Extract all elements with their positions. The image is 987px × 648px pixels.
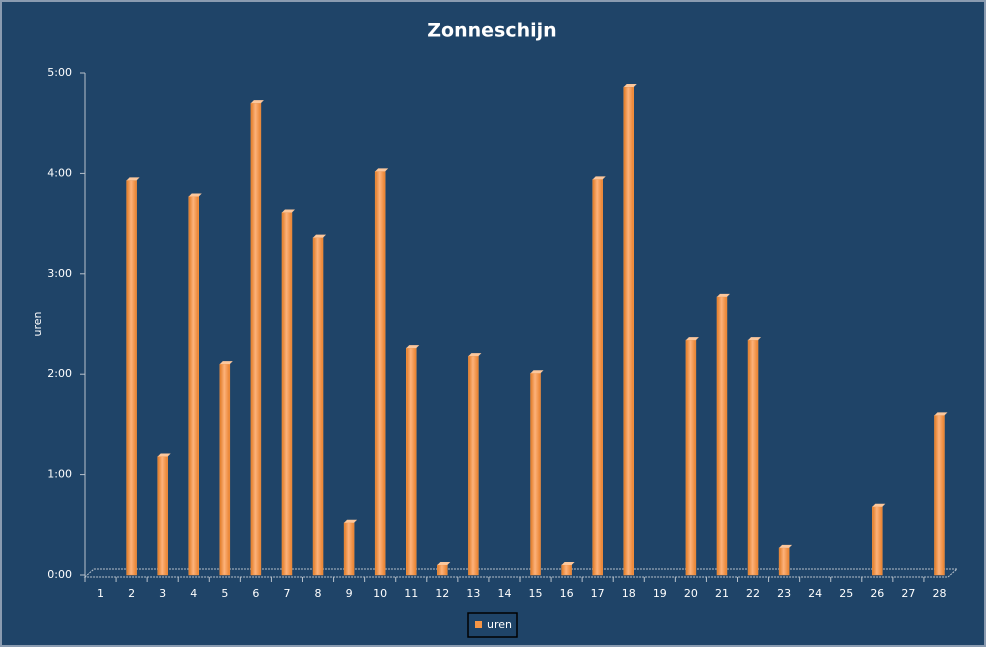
x-tick-label: 14 (497, 587, 511, 600)
bar (716, 296, 728, 576)
bar (592, 179, 603, 576)
bar-top (126, 177, 140, 181)
bar-top (592, 176, 606, 180)
x-tick-label: 6 (252, 587, 259, 600)
x-tick-label: 15 (529, 587, 543, 600)
bar-top (437, 561, 451, 565)
x-tick-label: 1 (97, 587, 104, 600)
bar-top (561, 561, 575, 565)
x-tick-label: 2 (128, 587, 135, 600)
bar-top (530, 370, 544, 374)
x-tick-label: 21 (715, 587, 729, 600)
bar-top (188, 193, 202, 197)
bar (561, 564, 572, 576)
bar-top (344, 519, 358, 523)
y-tick-label: 3:00 (47, 267, 72, 280)
bar (623, 86, 634, 576)
x-tick-label: 22 (746, 587, 760, 600)
bar-top (219, 361, 233, 365)
bar-top (716, 293, 730, 297)
bar (468, 355, 479, 576)
x-tick-label: 16 (560, 587, 574, 600)
bar (437, 564, 448, 576)
y-tick-label: 4:00 (47, 166, 72, 179)
x-tick-label: 4 (190, 587, 197, 600)
floor (83, 568, 959, 578)
x-tick-label: 8 (315, 587, 322, 600)
bar-top (934, 412, 948, 416)
x-tick-label: 25 (839, 587, 853, 600)
bar-top (250, 100, 264, 104)
bar-top (406, 345, 420, 349)
bar (219, 363, 231, 576)
x-tick-label: 19 (653, 587, 667, 600)
bar (872, 506, 883, 576)
bar-top (685, 337, 699, 341)
bar-top (872, 503, 886, 507)
bar (934, 415, 945, 576)
bar (126, 180, 137, 576)
x-tick-label: 7 (283, 587, 290, 600)
bar-top (748, 337, 762, 341)
legend-label: uren (487, 618, 512, 631)
y-tick-label: 1:00 (47, 468, 72, 481)
y-tick-label: 2:00 (47, 367, 72, 380)
x-tick-label: 10 (373, 587, 387, 600)
x-tick-label: 27 (901, 587, 915, 600)
x-tick-label: 28 (932, 587, 946, 600)
bar-top (779, 544, 793, 548)
bar-top (313, 234, 327, 238)
x-tick-label: 9 (346, 587, 353, 600)
x-tick-label: 17 (591, 587, 605, 600)
bar (530, 372, 541, 576)
bar-top (375, 168, 389, 172)
bar (374, 171, 386, 576)
bar-top (468, 353, 482, 357)
bar (157, 456, 168, 576)
x-tick-label: 24 (808, 587, 822, 600)
bar (343, 522, 355, 576)
bar (281, 212, 293, 576)
y-axis-label: uren (31, 311, 44, 336)
x-tick-label: 5 (221, 587, 228, 600)
bar (406, 347, 417, 576)
x-tick-label: 26 (870, 587, 884, 600)
bar (778, 547, 790, 576)
bar-top (157, 453, 171, 457)
bar (250, 102, 262, 576)
bar-top (281, 209, 295, 213)
x-tick-label: 13 (466, 587, 480, 600)
y-tick-label: 5:00 (47, 66, 72, 79)
x-tick-label: 18 (622, 587, 636, 600)
y-tick-label: 0:00 (47, 568, 72, 581)
x-tick-label: 23 (777, 587, 791, 600)
x-tick-label: 11 (404, 587, 418, 600)
x-tick-label: 3 (159, 587, 166, 600)
bar (747, 339, 759, 576)
x-tick-label: 12 (435, 587, 449, 600)
bar (685, 339, 697, 576)
bar (188, 196, 199, 576)
bar (312, 237, 324, 576)
x-tick-label: 20 (684, 587, 698, 600)
legend-swatch (475, 621, 482, 628)
bar-top (623, 84, 637, 88)
chart-title: Zonneschijn (427, 20, 556, 42)
